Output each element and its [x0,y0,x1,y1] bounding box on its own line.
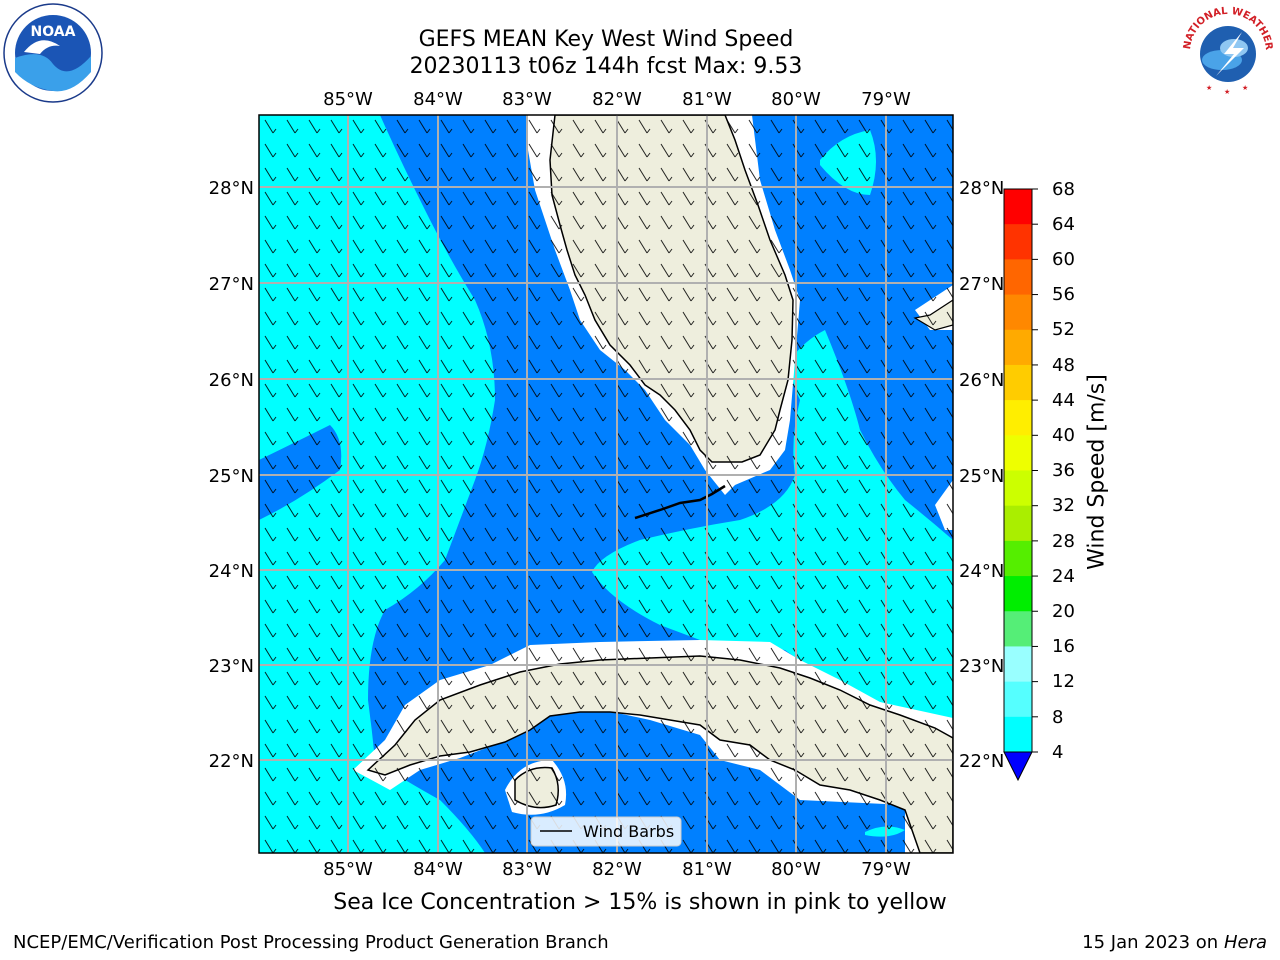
lat-label-right: 24°N [959,561,1004,582]
footer-host: Hera [1223,932,1267,953]
lon-label-bottom: 84°W [413,859,463,880]
colorbar-tick: 12 [1052,671,1075,692]
legend: Wind Barbs [530,816,682,847]
colorbar-tick: 40 [1052,425,1075,446]
lat-label-right: 23°N [959,656,1004,677]
colorbar-tick: 56 [1052,284,1075,305]
lon-label-top: 80°W [771,89,821,110]
lon-label-bottom: 80°W [771,859,821,880]
legend-box [530,816,682,847]
colorbar-segment [1004,540,1032,577]
colorbar-tick: 52 [1052,319,1075,340]
footer-date: 15 Jan 2023 on Hera [1082,932,1267,953]
colorbar-segment [1004,189,1032,225]
lat-label-left: 28°N [209,178,254,199]
legend-label: Wind Barbs [583,822,674,841]
sea-ice-note: Sea Ice Concentration > 15% is shown in … [333,890,947,915]
colorbar-tick: 28 [1052,531,1075,552]
lat-label-left: 22°N [209,751,254,772]
colorbar-label: Wind Speed [m/s] [1084,374,1110,570]
lat-label-left: 23°N [209,656,254,677]
lat-label-right: 25°N [959,466,1004,487]
colorbar-segment [1004,646,1032,683]
colorbar-segment [1004,364,1032,401]
map-area [259,115,953,853]
colorbar-tick: 64 [1052,214,1075,235]
nws-logo: NATIONAL WEATHER SERVICE ★ ★ ★ [1176,2,1274,98]
noaa-logo: NOAA [3,3,103,103]
lat-label-right: 26°N [959,370,1004,391]
lat-label-right: 28°N [959,178,1004,199]
lon-label-bottom: 82°W [592,859,642,880]
svg-text:★: ★ [1242,84,1248,92]
lat-label-right: 27°N [959,274,1004,295]
colorbar-tick: 8 [1052,707,1064,728]
footer-date-text: 15 Jan 2023 on [1082,932,1224,953]
colorbar-tick: 60 [1052,249,1075,270]
colorbar-tick: 4 [1052,742,1064,763]
colorbar-tick: 32 [1052,495,1075,516]
colorbar-tick: 68 [1052,179,1075,200]
colorbar-tick: 36 [1052,460,1075,481]
svg-text:★: ★ [1224,88,1230,96]
wind-barb-field [259,115,953,853]
lon-label-top: 82°W [592,89,642,110]
lon-label-bottom: 81°W [682,859,732,880]
map-frame [258,114,954,854]
graticule [259,115,953,853]
map-subtitle: 20230113 t06z 144h fcst Max: 9.53 [409,54,803,79]
map-title: GEFS MEAN Key West Wind Speed [418,27,794,52]
lon-label-top: 84°W [413,89,463,110]
lat-label-left: 25°N [209,466,254,487]
footer-credit: NCEP/EMC/Verification Post Processing Pr… [13,932,609,953]
colorbar-segment [1004,435,1032,471]
colorbar-segment [1004,400,1032,436]
lon-label-top: 83°W [502,89,552,110]
colorbar-tick: 16 [1052,636,1075,657]
lon-label-bottom: 83°W [502,859,552,880]
colorbar-segment [1004,294,1032,331]
colorbar-tick: 20 [1052,601,1075,622]
lon-label-top: 85°W [323,89,373,110]
colorbar-segment [1004,681,1032,718]
svg-text:★: ★ [1206,84,1212,92]
colorbar-segment [1004,505,1032,542]
colorbar-segment [1004,576,1032,612]
colorbar-segment [1004,329,1032,366]
lat-label-left: 24°N [209,561,254,582]
colorbar-tick: 24 [1052,566,1075,587]
lon-label-top: 79°W [861,89,911,110]
lat-label-right: 22°N [959,751,1004,772]
colorbar-segment [1004,611,1032,647]
noaa-logo-text: NOAA [31,24,76,40]
colorbar-tick: 44 [1052,390,1075,411]
colorbar [1003,188,1038,782]
lon-label-top: 81°W [682,89,732,110]
colorbar-extend-arrow [1003,751,1033,782]
colorbar-segment [1004,259,1032,296]
lat-label-left: 26°N [209,370,254,391]
lon-label-bottom: 79°W [861,859,911,880]
colorbar-segment [1004,470,1032,507]
colorbar-segment [1004,224,1032,260]
lat-label-left: 27°N [209,274,254,295]
colorbar-tick: 48 [1052,355,1075,376]
lon-label-bottom: 85°W [323,859,373,880]
colorbar-segment [1004,716,1032,753]
